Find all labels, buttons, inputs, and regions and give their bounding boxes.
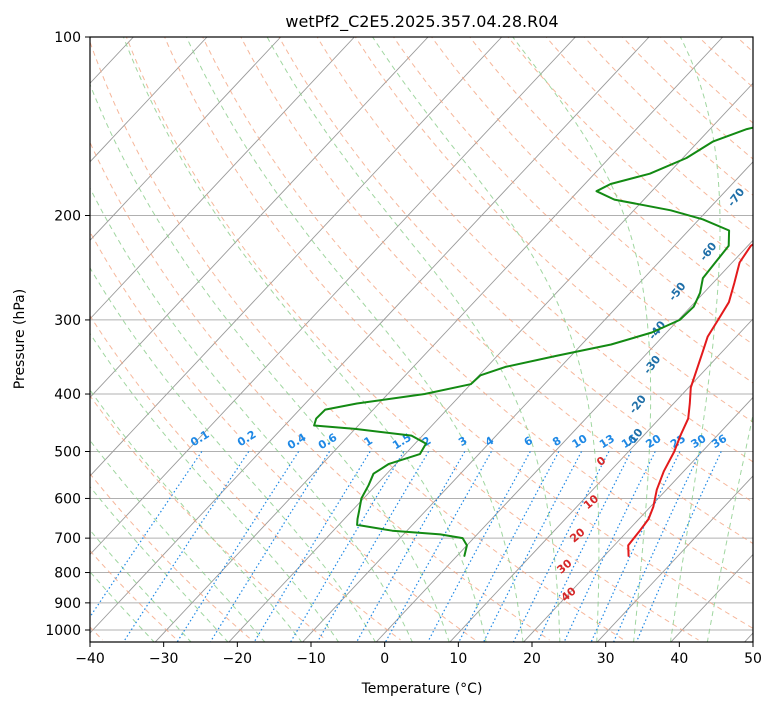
y-tick-label: 500 bbox=[54, 444, 81, 460]
x-tick-label: 10 bbox=[449, 651, 467, 667]
y-tick-label: 100 bbox=[54, 30, 81, 46]
y-tick-label: 700 bbox=[54, 531, 81, 547]
y-tick-label: 400 bbox=[54, 387, 81, 403]
x-tick-label: 0 bbox=[380, 651, 389, 667]
x-axis-label: Temperature (°C) bbox=[361, 681, 483, 697]
y-tick-label: 900 bbox=[54, 596, 81, 612]
x-tick-label: −10 bbox=[296, 651, 326, 667]
x-tick-label: 50 bbox=[744, 651, 762, 667]
chart-title: wetPf2_C2E5.2025.357.04.28.R04 bbox=[285, 12, 558, 32]
y-tick-label: 800 bbox=[54, 566, 81, 582]
y-tick-label: 200 bbox=[54, 209, 81, 225]
y-axis-label: Pressure (hPa) bbox=[12, 289, 28, 389]
y-tick-label: 1000 bbox=[45, 623, 81, 639]
y-tick-label: 600 bbox=[54, 491, 81, 507]
x-tick-label: 20 bbox=[523, 651, 541, 667]
x-tick-label: −20 bbox=[223, 651, 253, 667]
x-tick-label: 30 bbox=[597, 651, 615, 667]
x-tick-label: −40 bbox=[75, 651, 105, 667]
x-tick-label: −30 bbox=[149, 651, 179, 667]
y-tick-label: 300 bbox=[54, 313, 81, 329]
x-tick-label: 40 bbox=[670, 651, 688, 667]
